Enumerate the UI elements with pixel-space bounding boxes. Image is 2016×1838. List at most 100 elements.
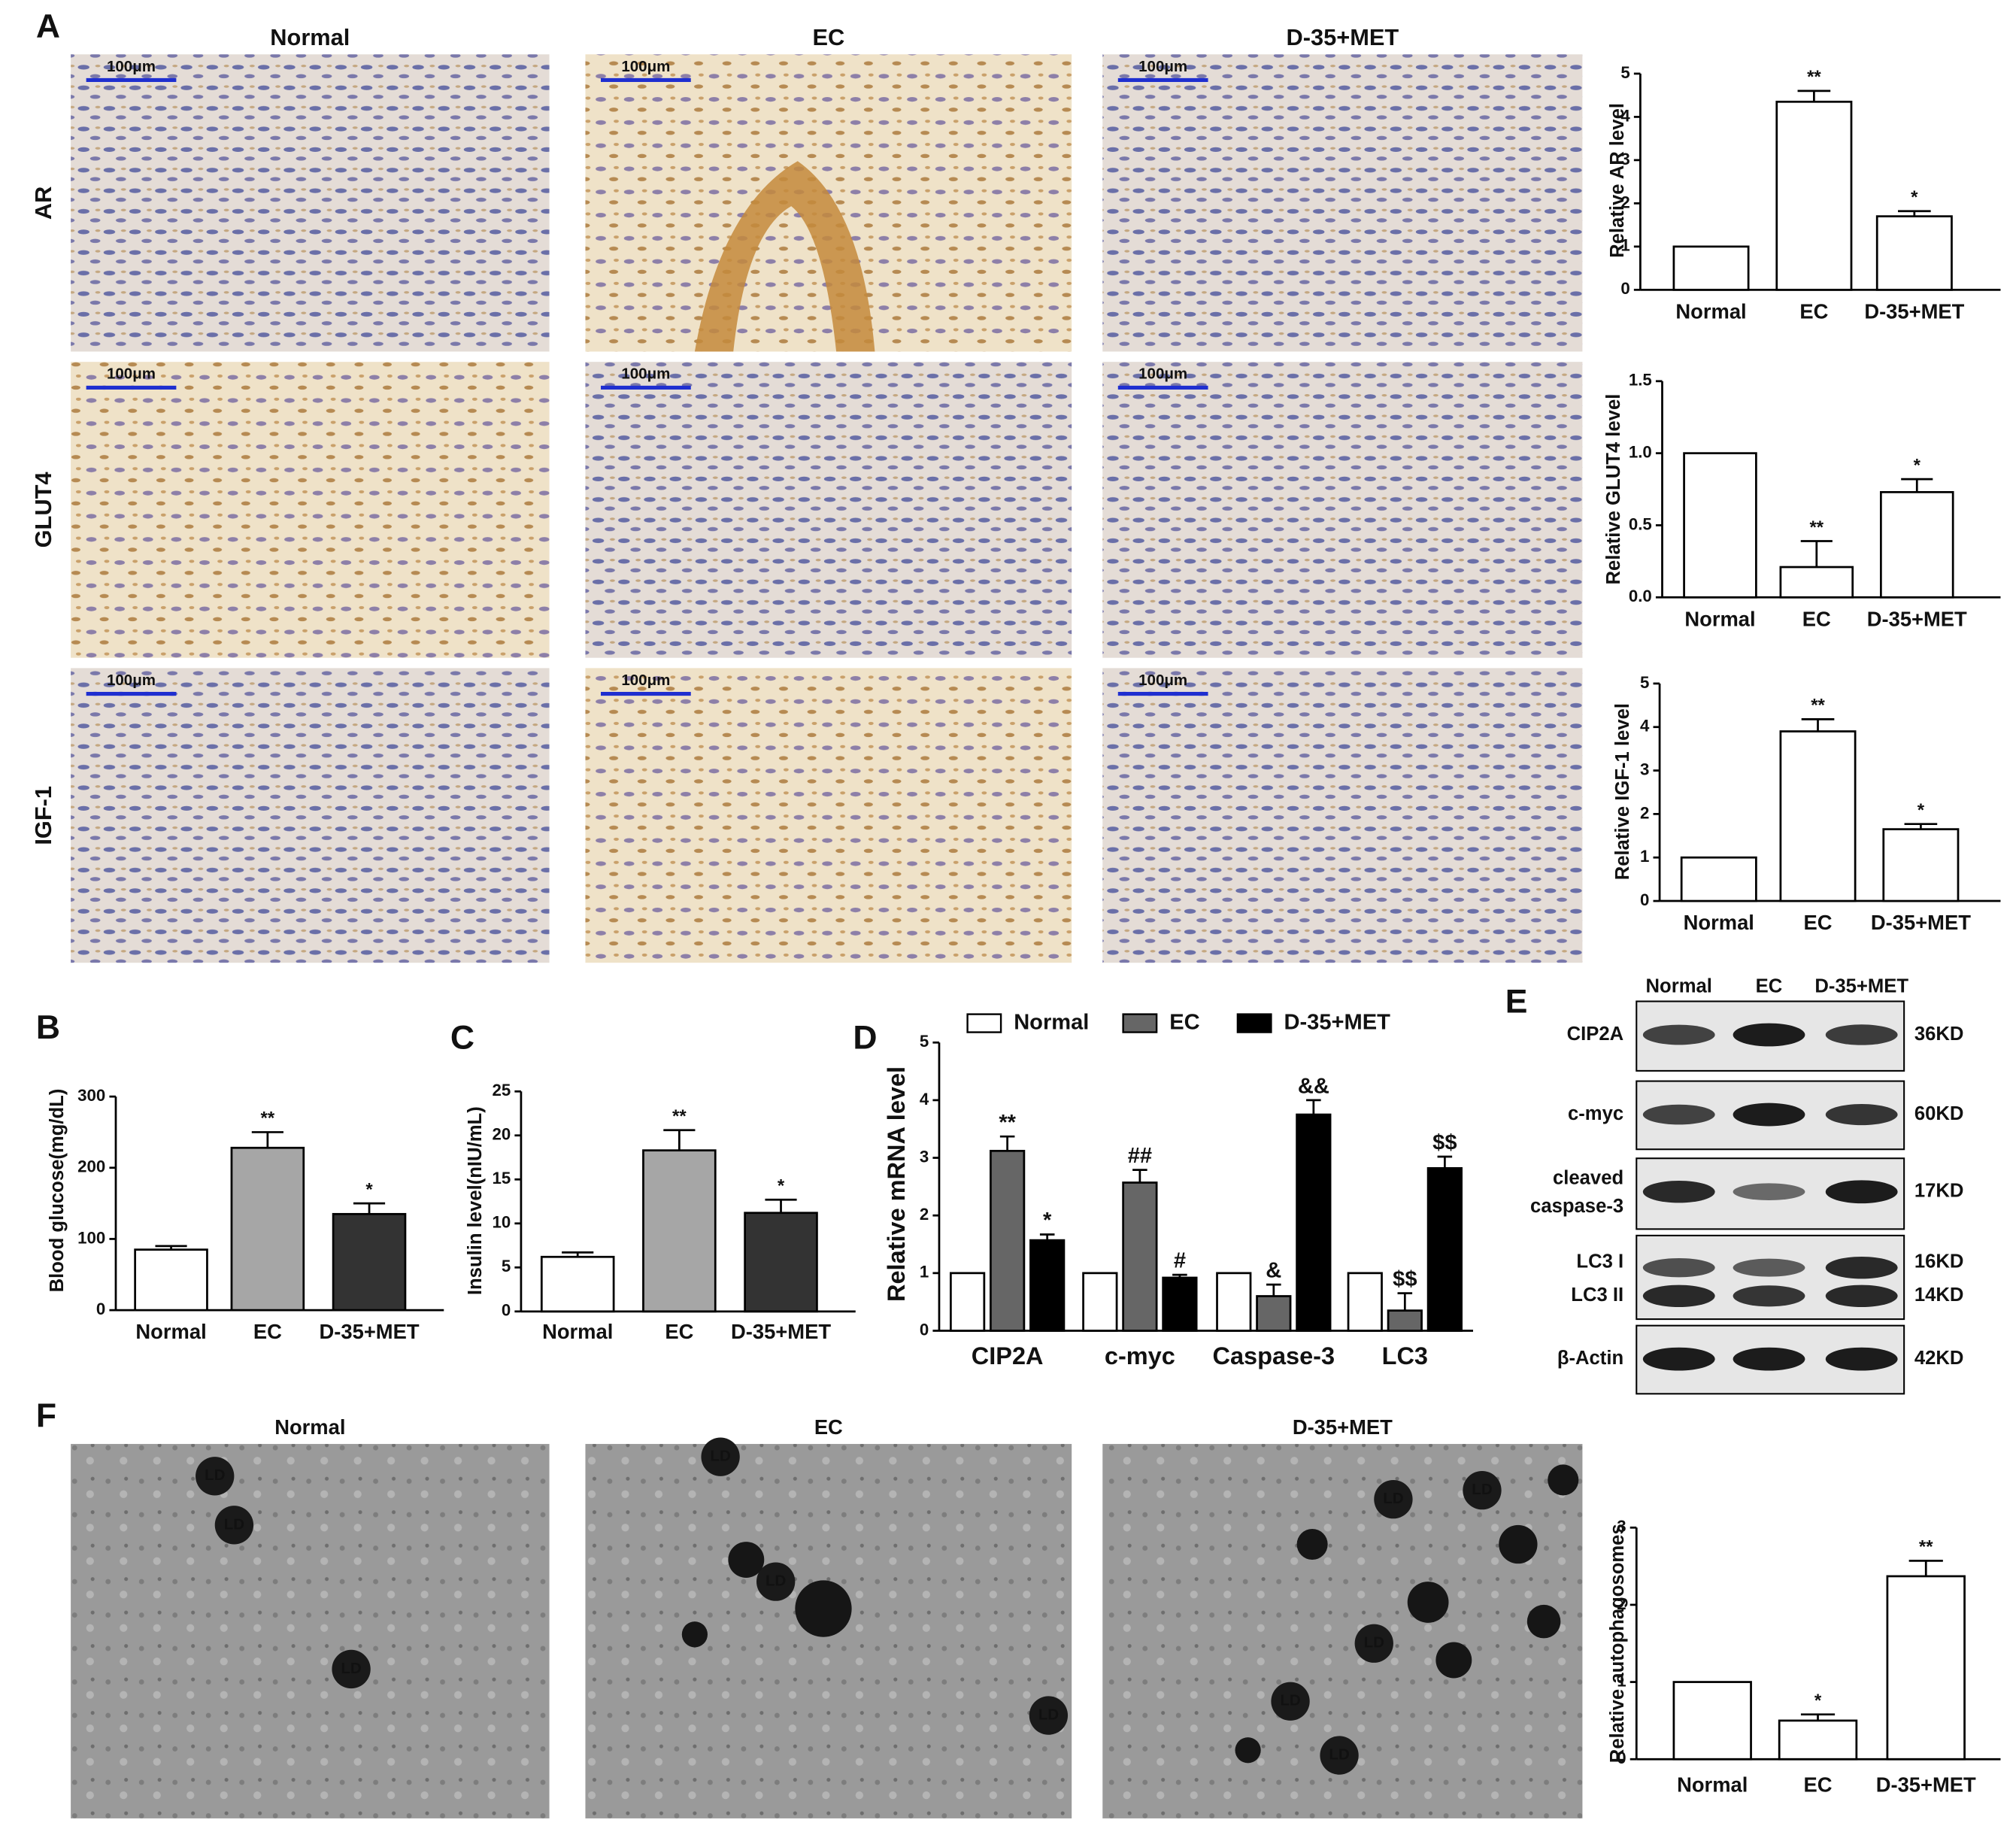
- bar: [1875, 215, 1953, 291]
- blot-band: [1733, 1023, 1805, 1047]
- blot-label: LC3 I: [1576, 1251, 1623, 1272]
- y-tick-label: 1: [1620, 236, 1629, 255]
- bar: [1256, 1295, 1292, 1332]
- ld-label: LD: [205, 1466, 225, 1484]
- y-tick-label: 0: [1617, 1749, 1626, 1767]
- significance-marker: **: [1811, 696, 1825, 716]
- blot-band: [1733, 1102, 1805, 1127]
- bar: [1426, 1166, 1463, 1332]
- y-tick-label: 20: [492, 1125, 511, 1144]
- row-label: AR: [30, 187, 56, 220]
- scale-bar-label: 100μm: [107, 58, 156, 75]
- column-header: Normal: [270, 24, 350, 50]
- significance-marker: **: [1809, 517, 1823, 538]
- significance-marker: **: [672, 1106, 687, 1127]
- x-tick-label: EC: [665, 1320, 693, 1343]
- lipid-droplet: [728, 1542, 765, 1578]
- x-tick-label: EC: [1804, 911, 1833, 934]
- significance-marker: *: [1911, 187, 1918, 208]
- blot-size: 16KD: [1914, 1251, 1964, 1272]
- x-tick-label: D-35+MET: [731, 1320, 831, 1343]
- column-header: D-35+MET: [1814, 975, 1908, 996]
- y-tick-label: 200: [77, 1157, 105, 1176]
- bar: [1886, 1575, 1966, 1761]
- bar: [1216, 1272, 1252, 1332]
- bar: [332, 1212, 407, 1312]
- blot-band: [1825, 1180, 1898, 1204]
- bar: [540, 1255, 615, 1313]
- blot-label: caspase-3: [1530, 1196, 1623, 1217]
- y-tick-label: 4: [1620, 106, 1630, 125]
- ld-label: LD: [1364, 1634, 1384, 1651]
- significance-marker: ##: [1128, 1144, 1152, 1168]
- x-tick-label: D-35+MET: [320, 1320, 420, 1343]
- y-tick-label: 300: [77, 1086, 105, 1105]
- lipid-droplet: [756, 1562, 796, 1601]
- ld-label: LD: [224, 1515, 244, 1533]
- y-tick-label: 0: [1620, 279, 1629, 298]
- ld-label: LD: [765, 1573, 786, 1590]
- blot-band: [1733, 1285, 1805, 1307]
- x-tick-label: Normal: [1677, 1773, 1748, 1796]
- y-tick-label: 0: [1640, 890, 1649, 909]
- bar: [1387, 1309, 1423, 1332]
- blot-band: [1642, 1104, 1715, 1125]
- ihc-image: [585, 362, 1072, 658]
- y-tick-label: 1.0: [1629, 443, 1652, 462]
- y-tick-label: 2: [1620, 193, 1629, 211]
- significance-marker: *: [1814, 1691, 1822, 1711]
- y-axis-label: Relative autophagosomes: [1607, 1524, 1628, 1763]
- scale-bar-label: 100μm: [621, 365, 670, 383]
- y-tick-label: 1: [920, 1263, 929, 1281]
- x-tick-label: Normal: [1684, 911, 1754, 934]
- bar: [1347, 1272, 1383, 1332]
- x-tick-label: Caspase-3: [1212, 1342, 1335, 1369]
- y-tick-label: 0: [96, 1300, 105, 1318]
- bar: [1672, 245, 1750, 291]
- lipid-droplet: [332, 1649, 371, 1689]
- x-tick-label: D-35+MET: [1864, 299, 1964, 323]
- y-axis-label: Blood glucose(mg/dL): [47, 1089, 68, 1293]
- blot-band: [1825, 1284, 1898, 1308]
- significance-marker: **: [261, 1109, 275, 1129]
- panel-label: C: [450, 1020, 474, 1057]
- y-tick-label: 0: [920, 1320, 929, 1339]
- bar: [642, 1149, 717, 1313]
- y-tick-label: 5: [502, 1257, 511, 1275]
- y-tick-label: 2: [1640, 803, 1649, 822]
- lipid-droplet: [196, 1457, 235, 1496]
- x-tick-label: LC3: [1382, 1342, 1428, 1369]
- y-tick-label: 3: [1640, 760, 1649, 778]
- bar: [990, 1149, 1026, 1332]
- legend-label: D-35+MET: [1284, 1010, 1390, 1034]
- blot-band: [1825, 1347, 1898, 1371]
- significance-marker: *: [1914, 455, 1921, 475]
- lipid-droplet: [1354, 1624, 1393, 1663]
- scale-bar-label: 100μm: [1138, 58, 1187, 75]
- significance-marker: *: [365, 1179, 373, 1200]
- scale-bar-label: 100μm: [107, 365, 156, 383]
- blot-band: [1733, 1258, 1805, 1277]
- column-header: Normal: [274, 1415, 345, 1439]
- lipid-droplet: [1271, 1682, 1310, 1721]
- ld-label: LD: [1280, 1692, 1300, 1709]
- column-header: D-35+MET: [1287, 24, 1399, 50]
- bar: [1082, 1272, 1118, 1332]
- blot-band: [1642, 1284, 1715, 1308]
- y-tick-label: 5: [920, 1032, 929, 1051]
- ihc-image: [1102, 668, 1583, 963]
- significance-marker: **: [1807, 67, 1821, 87]
- bar: [134, 1248, 208, 1312]
- blot-label: β-Actin: [1557, 1348, 1623, 1369]
- legend-swatch: [1122, 1013, 1158, 1033]
- scale-bar-label: 100μm: [1138, 672, 1187, 689]
- x-tick-label: Normal: [135, 1320, 206, 1343]
- x-tick-label: EC: [1799, 299, 1828, 323]
- legend-swatch: [966, 1013, 1002, 1033]
- blot-label: c-myc: [1568, 1103, 1623, 1124]
- scale-bar-label: 100μm: [107, 672, 156, 689]
- y-tick-label: 1: [1640, 847, 1649, 866]
- ld-label: LD: [1472, 1481, 1492, 1498]
- x-tick-label: D-35+MET: [1876, 1773, 1976, 1796]
- bar: [1778, 1719, 1858, 1761]
